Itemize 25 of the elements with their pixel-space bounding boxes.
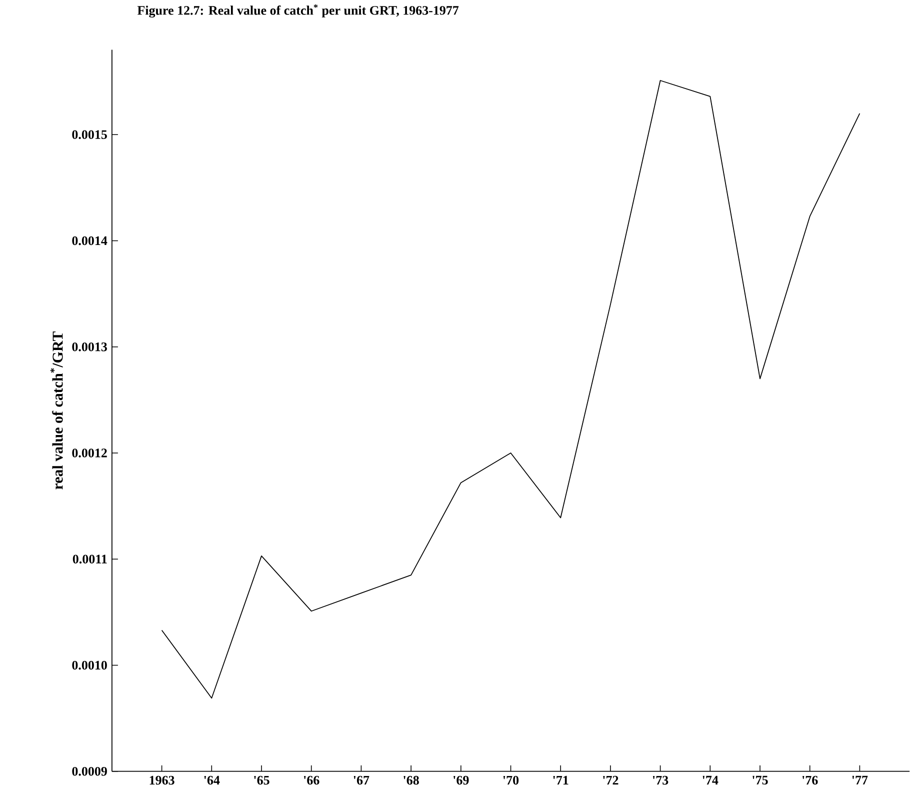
y-tick-label: 0.0014: [72, 236, 108, 245]
x-tick-label: '67: [354, 776, 370, 784]
x-tick-label: '77: [852, 776, 868, 784]
y-tick-label: 0.0012: [72, 448, 107, 458]
x-tick-label: '76: [802, 776, 818, 784]
x-tick-label: '70: [503, 776, 519, 784]
x-tick-label: '66: [304, 776, 320, 784]
x-tick-label: '65: [254, 776, 270, 784]
chart-title: Figure 12.7: Real value of catch$^{*}$ per unit GRT, 1963-1977: [137, 4, 459, 18]
x-tick-label: 1963: [150, 776, 174, 784]
x-tick-label: '73: [652, 776, 668, 784]
y-tick-label: 0.0009: [72, 766, 107, 776]
y-axis-title: real value of catch$^{*}$/GRT: [50, 331, 63, 490]
x-tick-label: '68: [404, 776, 419, 784]
x-tick-label: '71: [553, 776, 568, 784]
y-tick-label: 0.0013: [72, 342, 107, 352]
y-tick-label: 0.0010: [72, 660, 107, 670]
line-series: [161, 80, 860, 698]
y-tick-label: 0.0011: [72, 554, 107, 564]
x-tick-label: '69: [454, 776, 469, 784]
y-tick-label: 0.0015: [72, 130, 107, 139]
x-tick-label: '74: [702, 776, 718, 784]
x-tick-label: '64: [204, 776, 220, 784]
x-tick-label: '72: [603, 776, 618, 784]
x-tick-label: '75: [752, 776, 768, 784]
